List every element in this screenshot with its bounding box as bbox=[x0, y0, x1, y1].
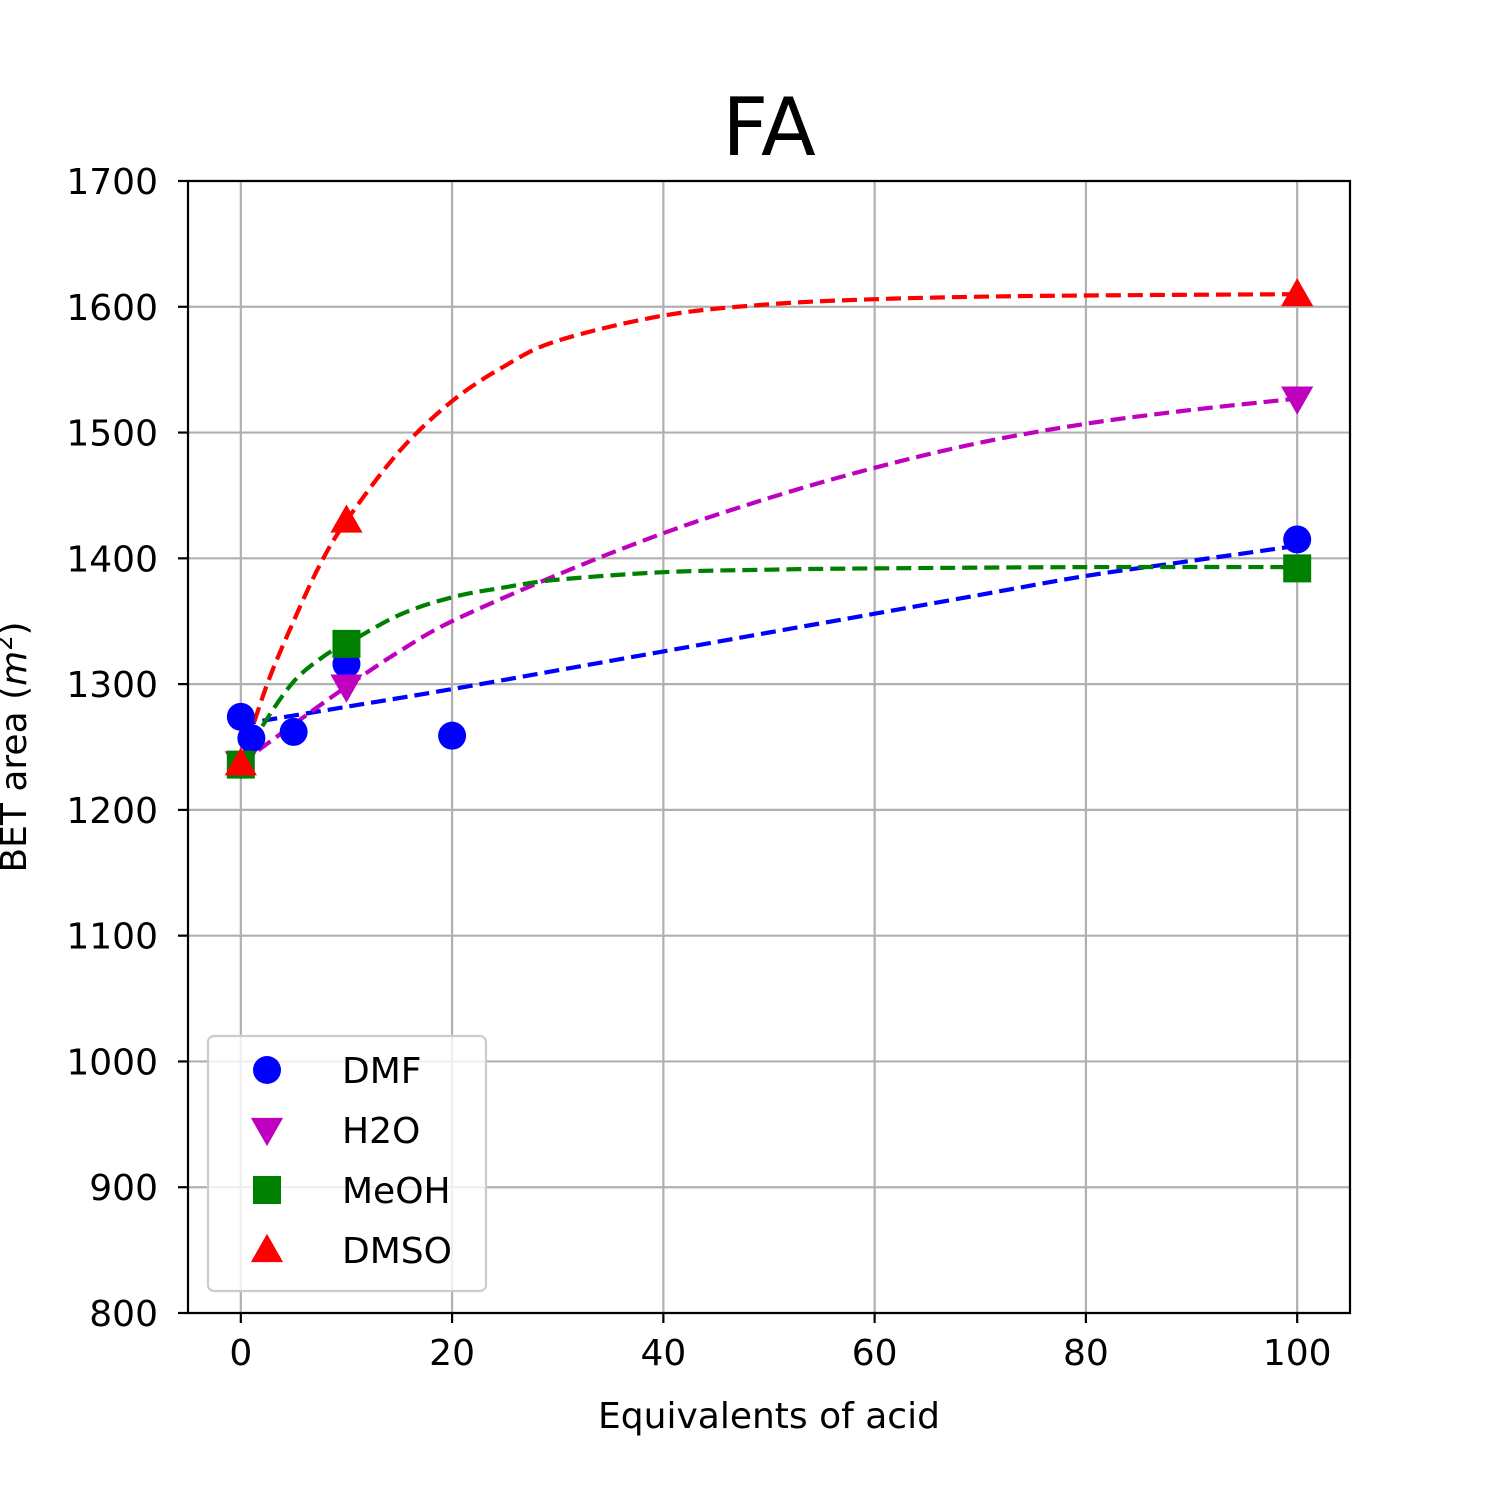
fit-lines bbox=[238, 292, 1298, 766]
grid bbox=[188, 179, 1350, 1315]
dmso-point bbox=[224, 747, 257, 776]
legend: DMF H2O MeOH DMSO bbox=[206, 1034, 488, 1293]
x-axis-label: Equivalents of acid bbox=[598, 1396, 940, 1437]
y-tick-label: 1600 bbox=[66, 288, 158, 329]
h2o-point bbox=[330, 674, 363, 703]
x-tick-label: 80 bbox=[1063, 1333, 1109, 1374]
x-tick-label: 0 bbox=[229, 1333, 252, 1374]
dmf-point bbox=[438, 721, 467, 750]
y-tick-label: 900 bbox=[89, 1168, 158, 1209]
chart-title: FA bbox=[722, 81, 816, 174]
y-tick-label: 1500 bbox=[66, 414, 158, 455]
x-tick-label: 60 bbox=[852, 1333, 898, 1374]
x-tick-label: 100 bbox=[1263, 1333, 1332, 1374]
y-tick-label: 1000 bbox=[66, 1042, 158, 1083]
legend-dmf-label: DMF bbox=[342, 1051, 422, 1092]
dmf-point bbox=[226, 702, 255, 731]
y-tick-label: 1700 bbox=[66, 162, 158, 203]
y-axis-label-close: ) bbox=[0, 621, 35, 635]
legend-dmf-marker bbox=[253, 1056, 281, 1084]
legend-meoh-label: MeOH bbox=[342, 1171, 451, 1212]
y-tick-label: 1400 bbox=[66, 539, 158, 580]
dmso-point bbox=[330, 504, 363, 533]
h2o-fit-line bbox=[239, 396, 1298, 766]
dmf-point bbox=[237, 724, 266, 753]
legend-h2o-marker bbox=[250, 1117, 284, 1147]
legend-dmso-label: DMSO bbox=[342, 1231, 452, 1272]
y-tick-label: 1100 bbox=[66, 917, 158, 958]
data-markers bbox=[224, 278, 1314, 780]
x-tick-label: 40 bbox=[640, 1333, 686, 1374]
dmf-point bbox=[1283, 525, 1312, 554]
y-axis-label-text: BET area ( bbox=[0, 686, 35, 873]
meoh-fit-line bbox=[238, 564, 1298, 766]
legend-box bbox=[206, 1034, 488, 1293]
plot-frame bbox=[186, 179, 1352, 1315]
y-axis-label: BET area (m2) bbox=[0, 621, 35, 872]
h2o-point bbox=[1281, 386, 1314, 415]
dmso-fit-line bbox=[238, 292, 1298, 765]
dmf-point bbox=[279, 717, 308, 746]
y-axis-label-sup: 2 bbox=[0, 636, 18, 651]
legend-dmso-marker bbox=[250, 1233, 284, 1263]
legend-meoh-marker bbox=[253, 1176, 281, 1204]
legend-h2o-label: H2O bbox=[342, 1111, 420, 1152]
y-axis-label-unit: m bbox=[0, 651, 35, 686]
y-tick-label: 1200 bbox=[66, 791, 158, 832]
axis-ticks: 0 20 40 60 80 100 800 900 1000 1100 1200 1300 1400 15… bbox=[66, 162, 1331, 1374]
dmf-fit-line bbox=[240, 543, 1298, 727]
x-tick-label: 20 bbox=[429, 1333, 475, 1374]
dmso-point bbox=[1281, 278, 1314, 307]
y-tick-label: 1300 bbox=[66, 665, 158, 706]
y-tick-label: 800 bbox=[89, 1294, 158, 1335]
meoh-point bbox=[332, 629, 361, 658]
meoh-point bbox=[1283, 554, 1312, 583]
